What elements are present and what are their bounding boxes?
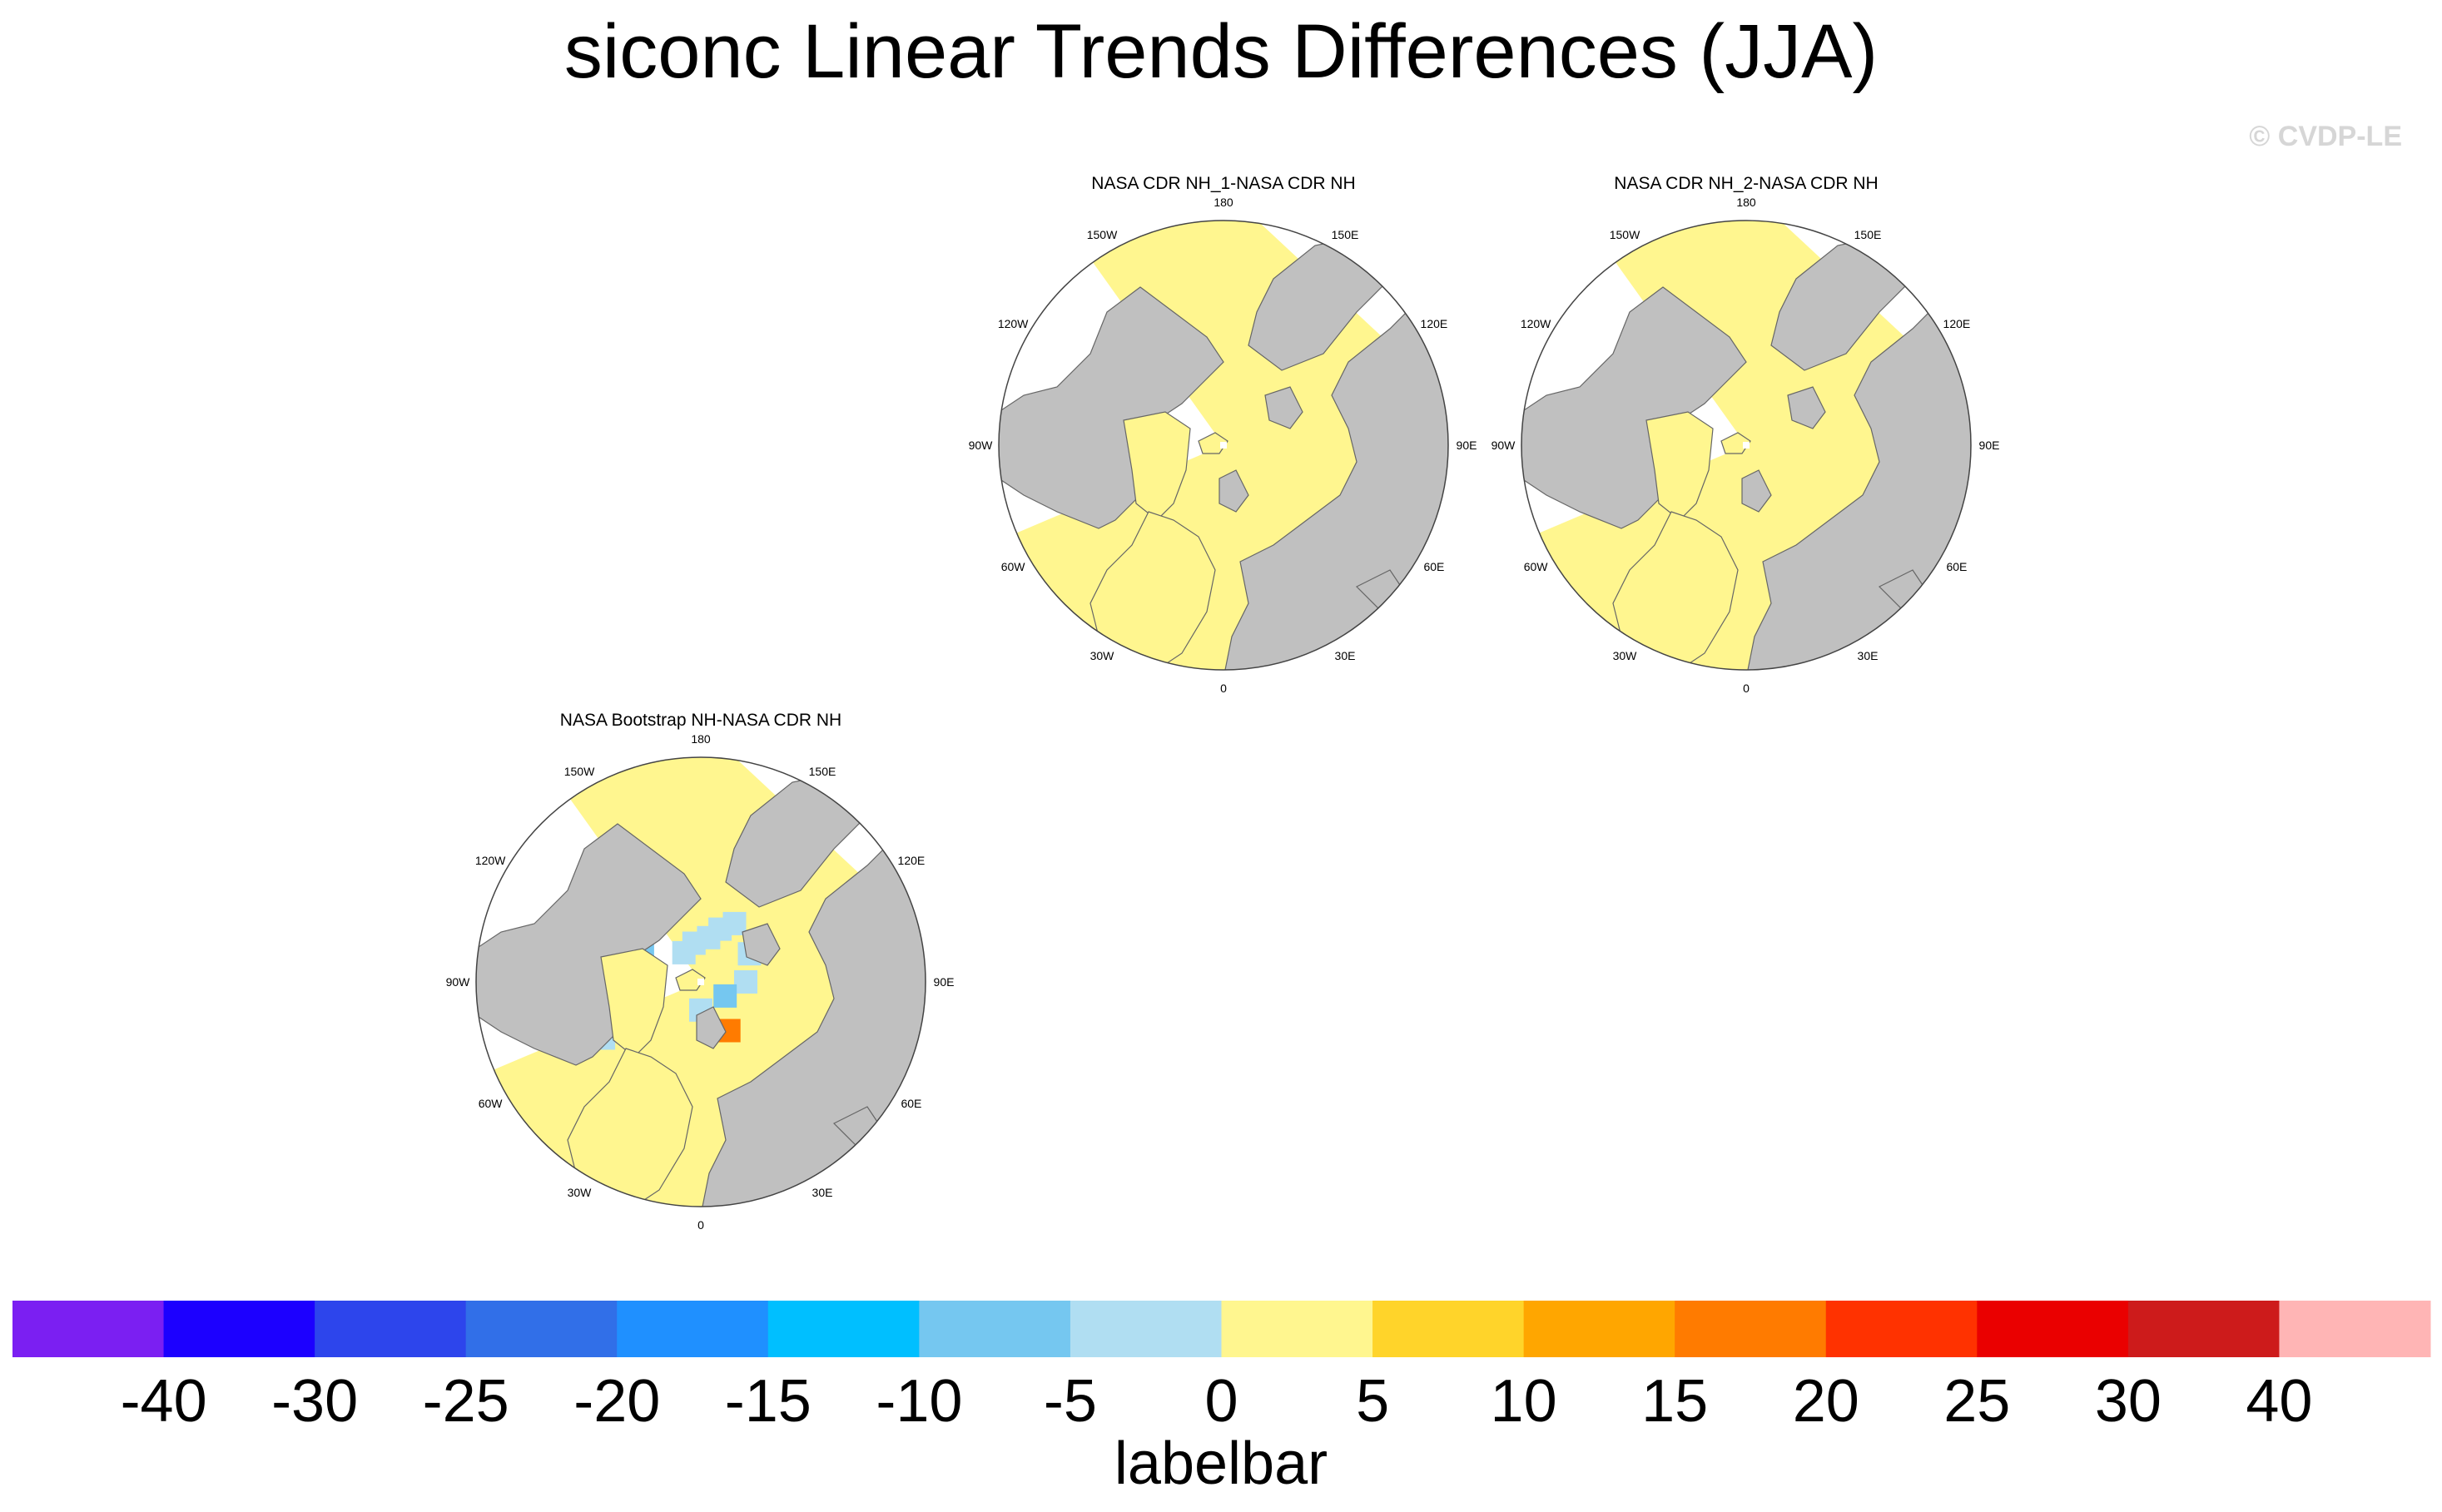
map-panel-bootstrap: NASA Bootstrap NH-NASA CDR NH 180 150E 120… (446, 711, 955, 1232)
pole-hole (1743, 442, 1750, 449)
map-area (999, 221, 1448, 670)
colorbar-box-13 (1977, 1301, 2129, 1357)
longitude-label-30e: 30E (1335, 649, 1356, 662)
colorbar-boxes (12, 1301, 2431, 1357)
colorbar-box-4 (617, 1301, 769, 1357)
longitude-labels: 180 150E 120E 90E 60E 30E 0 30W 60W 90W 120W 150W (1492, 196, 2000, 695)
longitude-label-150w: 150W (564, 765, 595, 778)
panel-title: NASA CDR NH_1-NASA CDR NH (1091, 174, 1355, 193)
colorbar-box-10 (1523, 1301, 1675, 1357)
longitude-label-180: 180 (1736, 196, 1756, 209)
anomaly-cell-4 (672, 940, 696, 964)
colorbar-tick-label: 0 (1204, 1368, 1238, 1435)
longitude-label-30e: 30E (812, 1186, 833, 1199)
colorbar-tick-label: -25 (423, 1368, 509, 1435)
longitude-label-120w: 120W (1521, 317, 1551, 330)
colorbar-tick-label: -10 (876, 1368, 962, 1435)
colorbar-box-14 (2127, 1301, 2280, 1357)
colorbar-box-7 (1070, 1301, 1222, 1357)
colorbar-box-3 (465, 1301, 618, 1357)
longitude-label-90e: 90E (934, 975, 955, 989)
map-border (475, 756, 926, 1207)
longitude-label-180: 180 (691, 732, 711, 746)
map-area (1521, 221, 1971, 670)
colorbar-tick-label: 30 (2095, 1368, 2162, 1435)
colorbar-box-2 (315, 1301, 467, 1357)
longitude-label-30w: 30W (1090, 649, 1115, 662)
colorbar-tick-label: -5 (1044, 1368, 1097, 1435)
colorbar-tick-label: 40 (2246, 1368, 2312, 1435)
longitude-label-90w: 90W (969, 439, 994, 452)
map-border (1521, 220, 1972, 671)
longitude-label-120e: 120E (1421, 317, 1448, 330)
colorbar-box-8 (1221, 1301, 1373, 1357)
longitude-label-120w: 120W (475, 854, 506, 867)
longitude-label-60w: 60W (479, 1097, 504, 1110)
colorbar-tick-labels: -40 -30 -25 -20 -15 -10 -5 0 5 10 15 20 25 30 40 (121, 1368, 2313, 1435)
colorbar-tick-label: 25 (1943, 1368, 2010, 1435)
longitude-label-0: 0 (1743, 682, 1750, 695)
colorbar-box-9 (1372, 1301, 1525, 1357)
anomaly-cell-11 (734, 970, 757, 994)
longitude-label-120w: 120W (998, 317, 1029, 330)
longitude-label-150e: 150E (809, 765, 836, 778)
longitude-label-60e: 60E (1423, 560, 1444, 573)
map-area (476, 757, 926, 1207)
longitude-label-120e: 120E (1943, 317, 1971, 330)
colorbar-tick-label: 15 (1641, 1368, 1708, 1435)
colorbar-box-15 (2279, 1301, 2431, 1357)
colorbar-tick-label: -30 (271, 1368, 358, 1435)
longitude-label-150e: 150E (1854, 228, 1882, 241)
longitude-label-30w: 30W (1613, 649, 1638, 662)
longitude-label-60w: 60W (1524, 560, 1549, 573)
pole-hole (1220, 442, 1227, 449)
longitude-label-0: 0 (697, 1218, 704, 1232)
colorbar-box-12 (1825, 1301, 1978, 1357)
longitude-label-0: 0 (1220, 682, 1227, 695)
longitude-label-60w: 60W (1001, 560, 1026, 573)
longitude-labels: 180 150E 120E 90E 60E 30E 0 30W 60W 90W 120W 150W (969, 196, 1477, 695)
panel-title: NASA Bootstrap NH-NASA CDR NH (560, 711, 841, 730)
colorbar: -40 -30 -25 -20 -15 -10 -5 0 5 10 15 20 25 30 40 label… (12, 1301, 2431, 1497)
panel-title: NASA CDR NH_2-NASA CDR NH (1614, 174, 1878, 193)
longitude-label-120e: 120E (898, 854, 926, 867)
longitude-label-150w: 150W (1610, 228, 1640, 241)
colorbar-tick-label: -15 (725, 1368, 812, 1435)
longitude-label-30e: 30E (1858, 649, 1879, 662)
longitude-label-90w: 90W (446, 975, 471, 989)
longitude-label-30w: 30W (568, 1186, 593, 1199)
longitude-label-180: 180 (1214, 196, 1233, 209)
longitude-label-60e: 60E (901, 1097, 921, 1110)
colorbar-box-1 (163, 1301, 315, 1357)
map-panel-cdr-nh2: NASA CDR NH_2-NASA CDR NH 180 150E 120E 90E… (1492, 174, 2000, 695)
colorbar-tick-label: -20 (573, 1368, 660, 1435)
colorbar-box-6 (919, 1301, 1071, 1357)
colorbar-box-11 (1675, 1301, 1827, 1357)
colorbar-title: labelbar (1114, 1430, 1328, 1497)
colorbar-box-5 (767, 1301, 920, 1357)
figure-title: siconc Linear Trends Differences (JJA) (564, 9, 1878, 94)
anomaly-cell-14 (713, 984, 737, 1008)
colorbar-tick-label: 20 (1793, 1368, 1859, 1435)
colorbar-box-0 (12, 1301, 165, 1357)
longitude-label-90e: 90E (1979, 439, 2000, 452)
colorbar-tick-label: 10 (1491, 1368, 1557, 1435)
pole-hole (697, 979, 704, 985)
copyright-text: © CVDP-LE (2249, 121, 2402, 152)
colorbar-tick-label: -40 (121, 1368, 207, 1435)
longitude-labels: 180 150E 120E 90E 60E 30E 0 30W 60W 90W 120W 150W (446, 732, 955, 1232)
longitude-label-150w: 150W (1087, 228, 1118, 241)
map-border (998, 220, 1449, 671)
longitude-label-90w: 90W (1492, 439, 1516, 452)
longitude-label-150e: 150E (1332, 228, 1359, 241)
map-panel-cdr-nh1: NASA CDR NH_1-NASA CDR NH 180 150E 120E 90E… (969, 174, 1477, 695)
longitude-label-90e: 90E (1457, 439, 1477, 452)
colorbar-tick-label: 5 (1356, 1368, 1389, 1435)
longitude-label-60e: 60E (1946, 560, 1967, 573)
